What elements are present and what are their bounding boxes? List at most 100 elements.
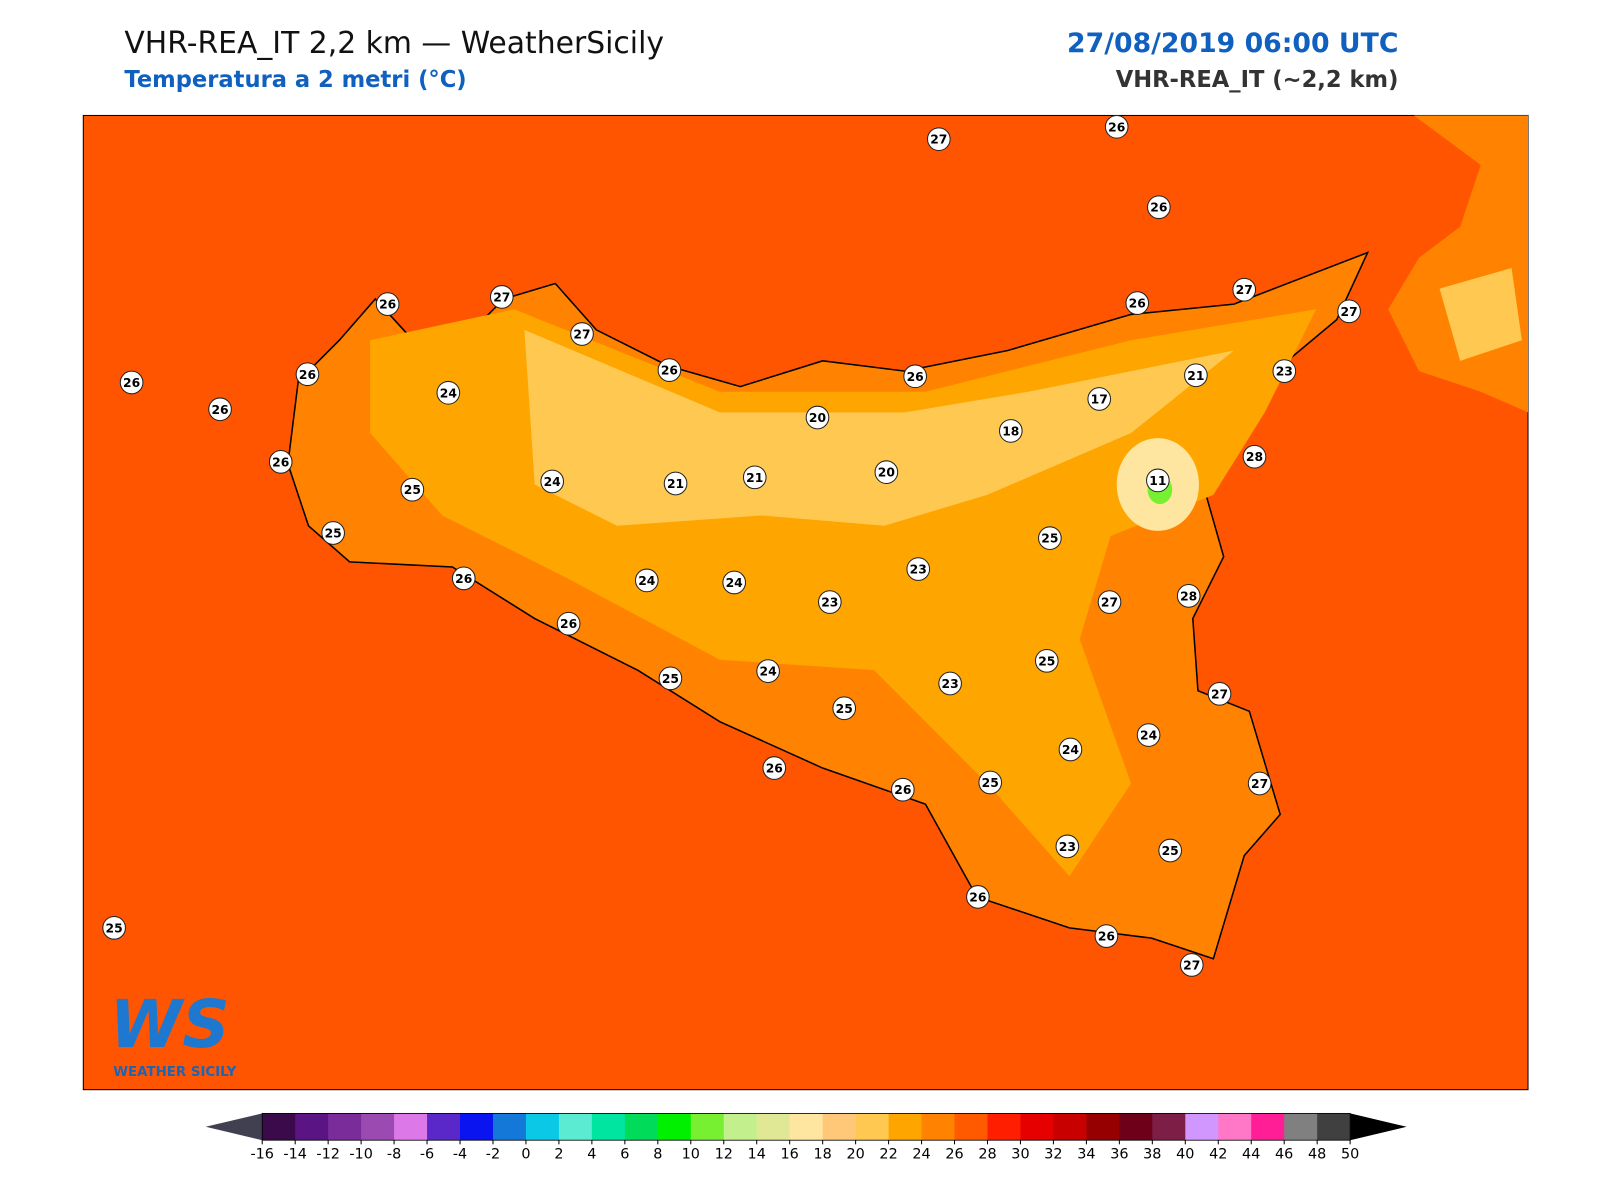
colorbar-frame — [261, 1112, 1351, 1141]
station: 26 — [1125, 291, 1150, 315]
colorbar-segment — [723, 1113, 758, 1141]
colorbar-tick-label: -8 — [387, 1147, 401, 1163]
station-marker — [1337, 299, 1361, 324]
station-marker — [375, 292, 400, 316]
station-marker — [926, 127, 951, 152]
colorbar-segment — [789, 1113, 824, 1141]
station-value: 26 — [455, 572, 472, 586]
colorbar-segment — [624, 1113, 659, 1141]
station-value: 27 — [493, 290, 510, 304]
station-marker — [874, 460, 899, 485]
station-value: 26 — [1129, 297, 1146, 311]
station-value: 26 — [299, 368, 316, 382]
station: 27 — [1207, 681, 1232, 706]
station-marker — [906, 557, 931, 581]
station: 26 — [903, 364, 927, 389]
colorbar-under — [205, 1113, 263, 1141]
station: 28 — [1176, 584, 1201, 608]
station-value: 26 — [969, 890, 986, 904]
station-marker — [1094, 924, 1119, 948]
station: 24 — [540, 469, 565, 494]
station-value: 26 — [1150, 201, 1167, 215]
colorbar-tick-label: 44 — [1242, 1147, 1260, 1163]
station-marker — [119, 370, 144, 395]
station-value: 17 — [1091, 392, 1108, 406]
station-value: 27 — [1341, 305, 1358, 319]
station: 26 — [268, 449, 293, 474]
station: 26 — [891, 777, 915, 802]
colorbar-segment — [1119, 1113, 1153, 1141]
station-marker — [966, 885, 990, 909]
station-value: 26 — [766, 762, 783, 776]
station-value: 28 — [1246, 450, 1263, 464]
station: 26 — [295, 362, 320, 387]
station: 23 — [906, 557, 931, 581]
station-marker — [998, 419, 1023, 443]
colorbar-tick-label: 0 — [521, 1147, 530, 1163]
station: 26 — [762, 756, 787, 780]
colorbar-segment — [1053, 1113, 1087, 1141]
station: 17 — [1087, 387, 1112, 411]
colorbar-tick-label: 30 — [1011, 1147, 1029, 1163]
station: 23 — [817, 590, 842, 614]
colorbar-tick-label: -16 — [250, 1147, 274, 1163]
calabria-heat — [1439, 268, 1522, 361]
station-value: 25 — [325, 527, 342, 541]
station: 27 — [1179, 953, 1204, 977]
station-value: 21 — [1187, 369, 1204, 383]
station-value: 24 — [760, 665, 778, 679]
station-marker — [978, 770, 1003, 795]
colorbar-segment — [1185, 1113, 1219, 1141]
station: 27 — [1097, 590, 1122, 614]
station-value: 18 — [1002, 424, 1019, 438]
station-value: 26 — [123, 376, 140, 390]
station-value: 24 — [1062, 743, 1080, 757]
logo-mark: WS — [110, 986, 230, 1063]
colorbar-segment — [855, 1113, 890, 1141]
station-value: 27 — [1183, 958, 1200, 972]
station-marker — [102, 915, 126, 940]
station-marker — [657, 358, 682, 382]
colorbar-tick-label: -12 — [316, 1147, 340, 1163]
station-marker — [1097, 590, 1122, 614]
station: 25 — [658, 666, 683, 691]
station-value: 25 — [404, 483, 421, 497]
colorbar-segment — [888, 1113, 923, 1141]
station-value: 27 — [1211, 687, 1228, 701]
colorbar-segment — [394, 1113, 428, 1141]
station: 26 — [375, 292, 400, 316]
station-value: 24 — [544, 475, 562, 489]
colorbar-segment — [591, 1113, 626, 1141]
station: 26 — [966, 885, 990, 909]
station: 27 — [1247, 771, 1272, 796]
colorbar-segment — [1218, 1113, 1252, 1141]
station: 23 — [1272, 359, 1297, 383]
station-marker — [1272, 359, 1297, 383]
colorbar-tick-label: 36 — [1110, 1147, 1128, 1163]
station: 23 — [938, 671, 962, 696]
colorbar-segment — [690, 1113, 725, 1141]
station-marker — [1176, 584, 1201, 608]
colorbar-segment — [1086, 1113, 1120, 1141]
colorbar-segment — [1152, 1113, 1186, 1141]
station: 26 — [451, 566, 476, 591]
station-marker — [556, 611, 581, 636]
colorbar-tick-label: 6 — [620, 1147, 629, 1163]
station: 24 — [1136, 723, 1161, 747]
station-marker — [1104, 114, 1129, 139]
station: 20 — [805, 405, 830, 430]
station-value: 23 — [821, 596, 838, 610]
colorbar-tick-label: 18 — [813, 1147, 831, 1163]
station-value: 20 — [809, 411, 826, 425]
station: 11 — [1146, 468, 1170, 493]
station: 28 — [1242, 444, 1267, 469]
station: 27 — [1232, 277, 1257, 302]
colorbar-tick-label: 38 — [1143, 1147, 1161, 1163]
station: 25 — [102, 915, 126, 940]
station-value: 26 — [907, 370, 924, 384]
station: 24 — [722, 570, 747, 595]
colorbar-segment — [954, 1113, 989, 1141]
station-marker — [1247, 771, 1272, 796]
colorbar-segment — [361, 1113, 395, 1141]
station-marker — [722, 570, 747, 595]
